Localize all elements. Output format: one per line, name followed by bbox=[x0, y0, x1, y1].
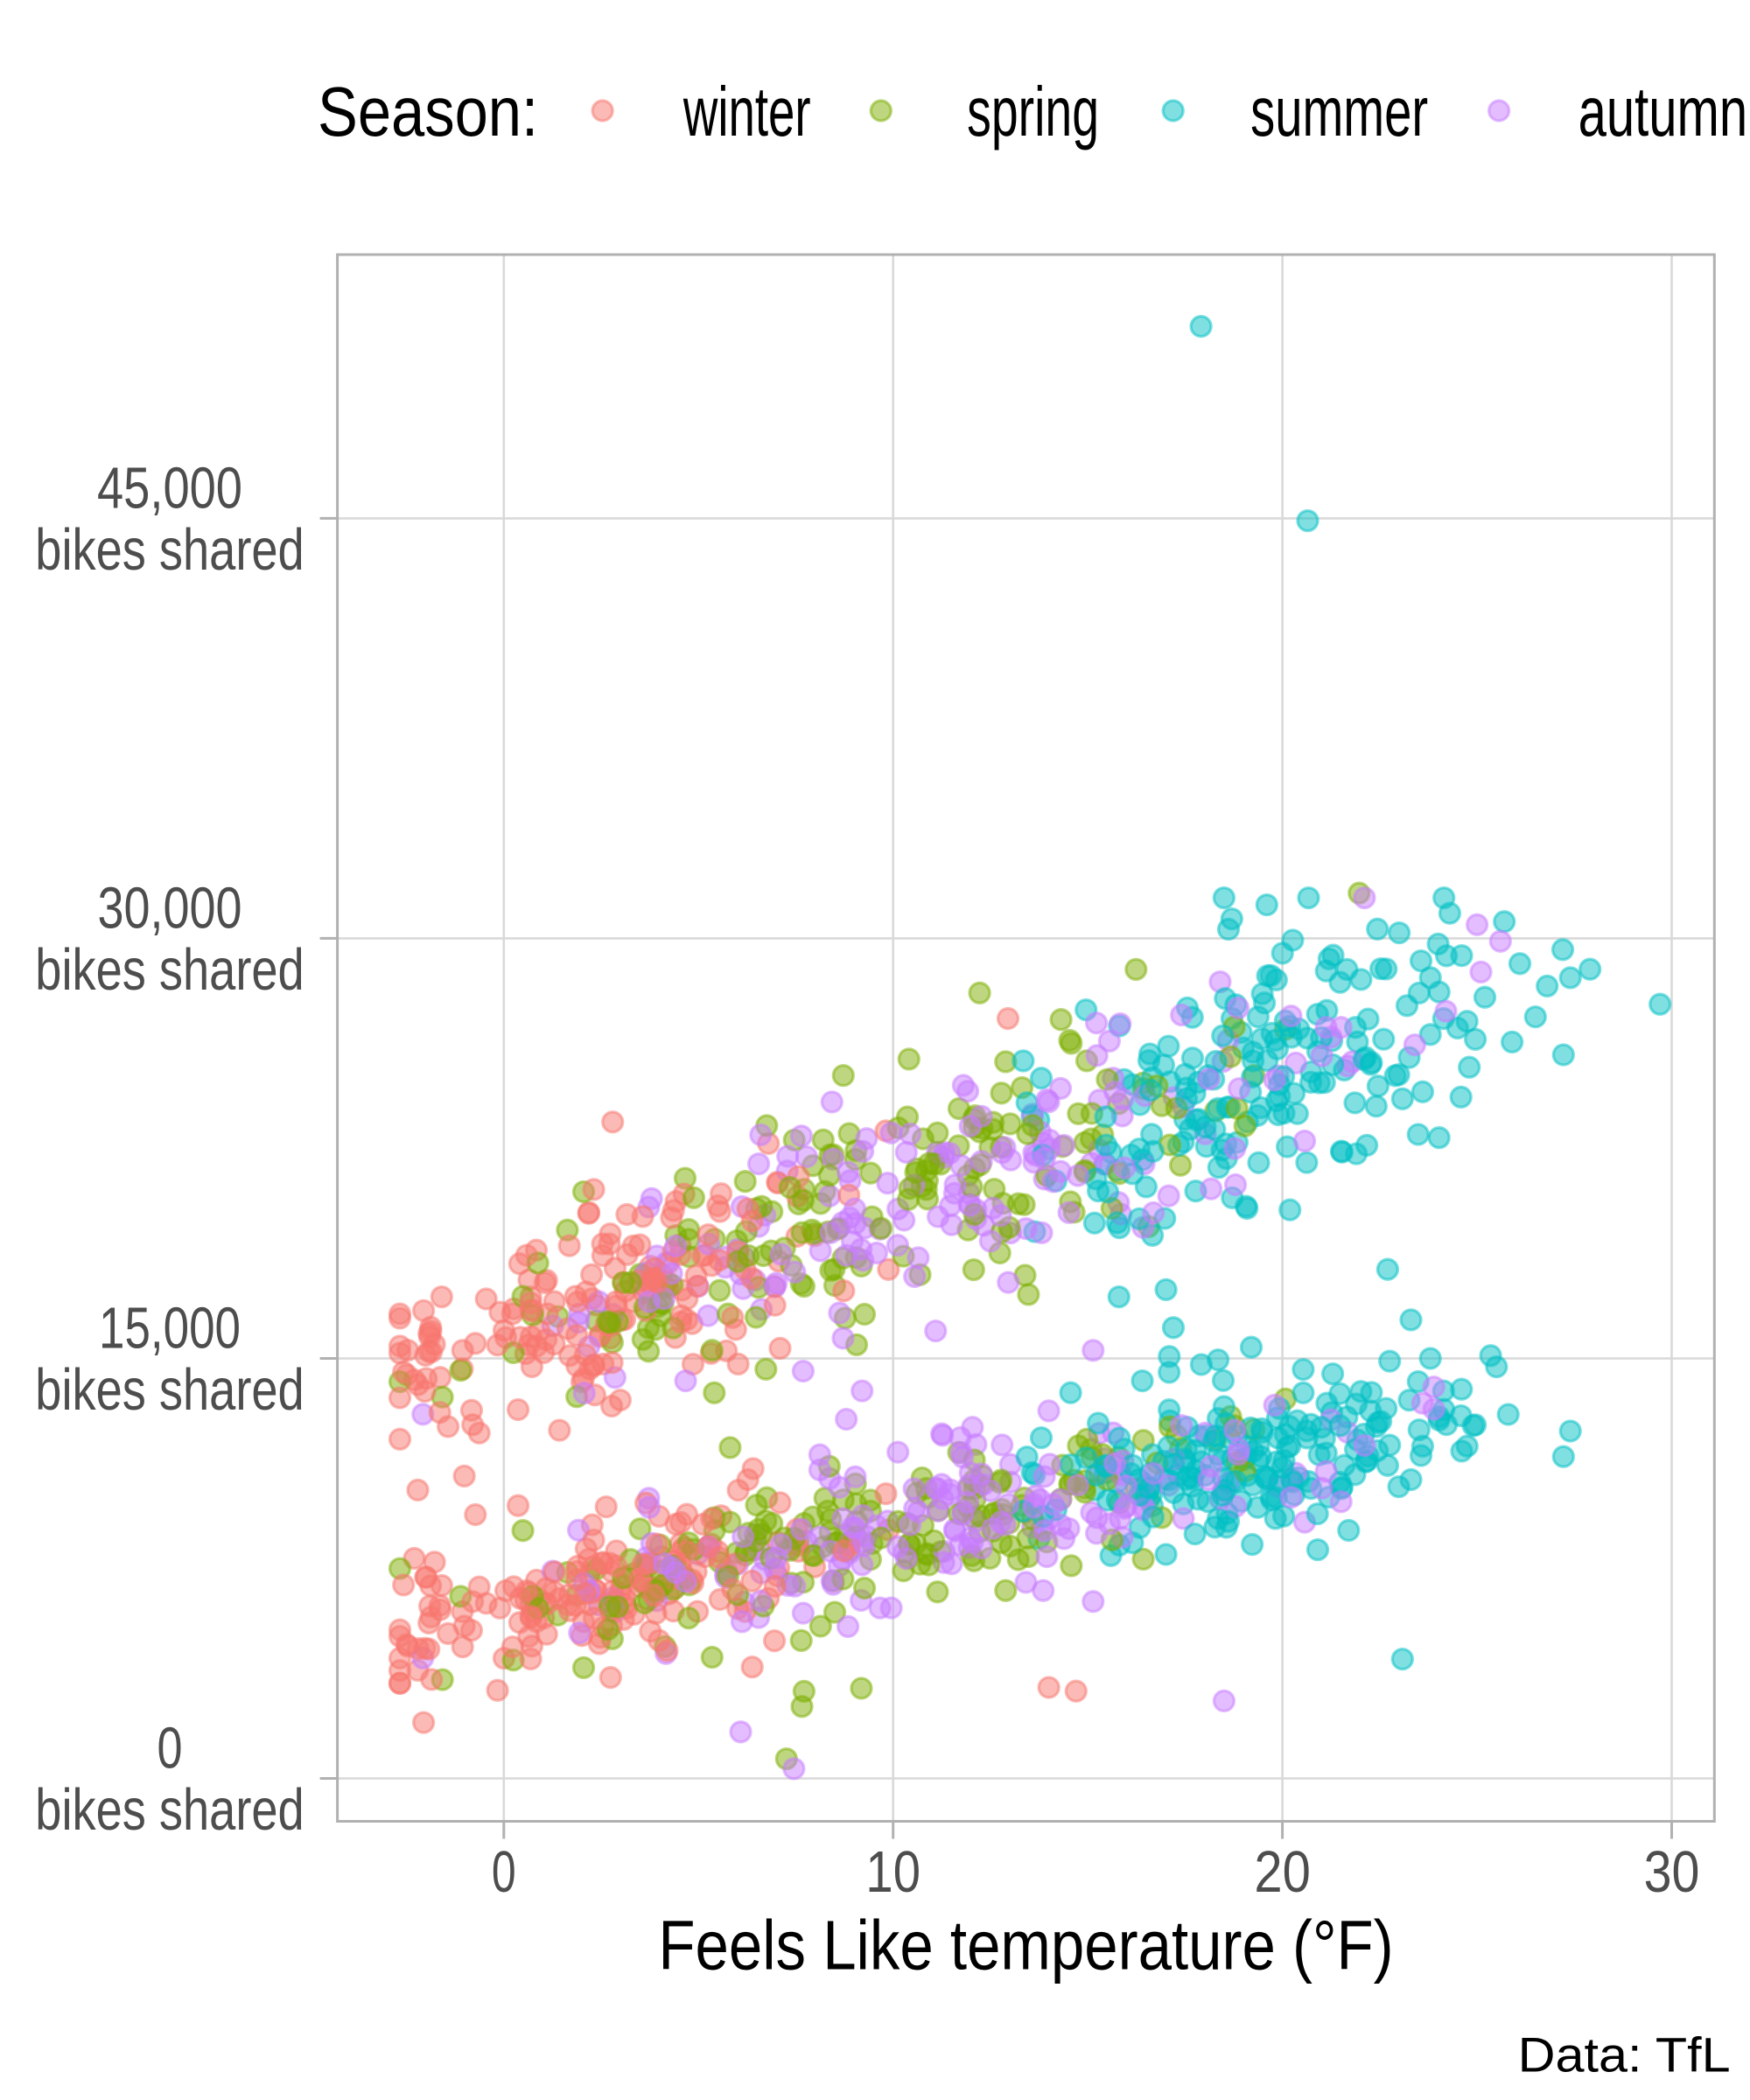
svg-text:winter: winter bbox=[682, 73, 810, 150]
svg-text:0: 0 bbox=[158, 1716, 183, 1782]
svg-text:10: 10 bbox=[865, 1839, 920, 1905]
svg-text:0: 0 bbox=[492, 1839, 516, 1905]
svg-text:autumn: autumn bbox=[1578, 73, 1748, 150]
svg-text:bikes shared: bikes shared bbox=[35, 517, 304, 583]
svg-text:15,000: 15,000 bbox=[99, 1296, 241, 1362]
svg-text:Feels Like temperature (°F): Feels Like temperature (°F) bbox=[658, 1907, 1393, 1984]
svg-text:30,000: 30,000 bbox=[98, 875, 242, 941]
svg-text:spring: spring bbox=[967, 73, 1099, 150]
svg-text:bikes shared: bikes shared bbox=[35, 1357, 304, 1423]
svg-text:30: 30 bbox=[1644, 1839, 1700, 1905]
svg-text:45,000: 45,000 bbox=[97, 455, 242, 521]
svg-text:20: 20 bbox=[1254, 1839, 1311, 1905]
svg-text:bikes shared: bikes shared bbox=[35, 1777, 304, 1843]
svg-text:Data: TfL: Data: TfL bbox=[1518, 2027, 1731, 2082]
svg-text:summer: summer bbox=[1250, 73, 1428, 150]
svg-text:Season:: Season: bbox=[318, 73, 538, 150]
svg-text:bikes shared: bikes shared bbox=[35, 937, 304, 1003]
